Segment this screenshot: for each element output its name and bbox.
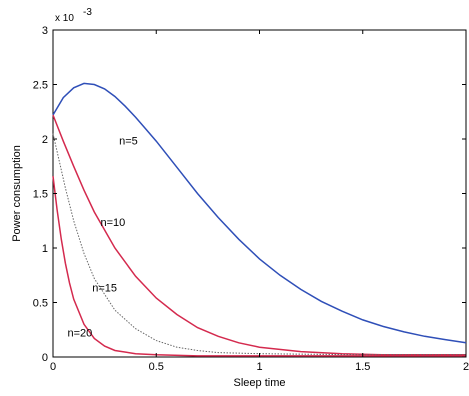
y-axis-ticks: 0 0.5 1 1.5 2 2.5 3	[33, 25, 466, 364]
series-label-n-10: n=10	[100, 217, 125, 229]
plot-frame	[52, 29, 467, 358]
series-line-n-15	[52, 133, 466, 356]
y-tick-label: 1.5	[33, 189, 48, 201]
y-tick-label: 2.5	[33, 80, 48, 92]
y-exponent-base: x 10	[55, 13, 74, 24]
x-tick-label: 0.5	[149, 361, 164, 373]
x-axis-ticks: 0 0.5 1 1.5 2	[50, 30, 469, 373]
x-tick-label: 0	[50, 361, 56, 373]
series-line-n-20	[52, 176, 466, 357]
x-tick-label: 1	[256, 361, 262, 373]
y-tick-label: 2	[42, 134, 48, 146]
y-tick-label: 3	[42, 25, 48, 37]
y-tick-label: 1	[42, 243, 48, 255]
y-exponent-power: -3	[83, 7, 92, 18]
plot-area	[52, 29, 467, 358]
y-tick-label: 0.5	[33, 298, 48, 310]
series-label-n-20: n=20	[67, 327, 92, 339]
series-label-n-15: n=15	[92, 283, 117, 295]
series-line-n-10	[52, 114, 466, 356]
series-line-n-5	[52, 82, 467, 344]
x-tick-label: 1.5	[355, 361, 370, 373]
series-label-n-5: n=5	[119, 135, 138, 147]
curve-labels-group: n=5 n=10 n=15 n=20	[67, 135, 137, 339]
y-tick-label: 0	[42, 352, 48, 364]
x-tick-label: 2	[463, 361, 469, 373]
y-axis-label: Power consumption	[11, 145, 23, 242]
x-axis-label: Sleep time	[234, 377, 286, 389]
curves-group	[52, 82, 467, 357]
